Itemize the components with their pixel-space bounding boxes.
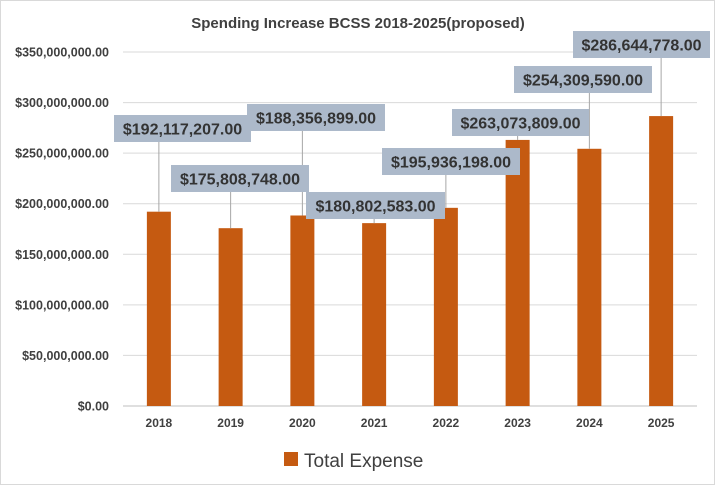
y-tick-label: $300,000,000.00: [15, 96, 109, 110]
data-label: $286,644,778.00: [581, 38, 701, 55]
x-axis-tick-labels: 2018 2019 2020 2021 2022 2023 2024 2025: [146, 416, 675, 430]
bar-2020: [290, 215, 315, 406]
bars: [146, 116, 674, 407]
x-tick-label: 2024: [576, 416, 603, 430]
x-tick-label: 2023: [504, 416, 531, 430]
bar-2018: [146, 211, 171, 406]
data-label-box: [171, 165, 309, 192]
data-label-box: [452, 109, 589, 136]
data-label: $254,309,590.00: [523, 73, 643, 90]
legend-label: Total Expense: [304, 451, 423, 472]
data-label-box: [573, 31, 710, 58]
x-tick-label: 2018: [146, 416, 173, 430]
x-tick-label: 2020: [289, 416, 316, 430]
y-tick-label: $200,000,000.00: [15, 197, 109, 211]
data-label: $180,802,583.00: [315, 199, 435, 216]
data-label-box: [247, 104, 385, 131]
bar-2019: [218, 228, 243, 406]
data-label-box: [114, 115, 251, 142]
x-tick-label: 2022: [433, 416, 460, 430]
y-tick-label: $50,000,000.00: [22, 349, 109, 363]
data-labels: $192,117,207.00 $175,808,748.00 $188,356,8…: [114, 31, 710, 219]
chart-title: Spending Increase BCSS 2018-2025(propose…: [191, 15, 524, 32]
y-tick-label: $350,000,000.00: [15, 46, 109, 60]
x-tick-label: 2021: [361, 416, 388, 430]
x-tick-label: 2025: [648, 416, 675, 430]
data-label-box: [382, 148, 520, 175]
data-label: $175,808,748.00: [180, 172, 300, 189]
bar-2025: [649, 116, 674, 406]
bar-2021: [362, 223, 387, 406]
bar-2024: [577, 148, 602, 407]
data-label: $188,356,899.00: [256, 111, 376, 128]
leader-lines: [158, 58, 662, 229]
y-axis-tick-labels: $0.00 $50,000,000.00 $100,000,000.00 $150,0…: [15, 46, 109, 414]
bar-2023: [505, 139, 530, 407]
data-label-box: [514, 66, 652, 93]
legend-swatch: [284, 452, 298, 466]
data-label: $195,936,198.00: [391, 155, 511, 172]
y-tick-label: $150,000,000.00: [15, 248, 109, 262]
data-label: $192,117,207.00: [123, 122, 242, 139]
data-label: $263,073,809.00: [460, 116, 580, 133]
legend: Total Expense: [284, 451, 423, 472]
x-tick-label: 2019: [217, 416, 244, 430]
y-tick-label: $100,000,000.00: [15, 298, 109, 312]
y-tick-label: $250,000,000.00: [15, 147, 109, 161]
gridlines: [123, 51, 697, 407]
y-tick-label: $0.00: [78, 400, 109, 414]
bar-2022: [433, 207, 458, 406]
data-label-box: [306, 192, 445, 219]
